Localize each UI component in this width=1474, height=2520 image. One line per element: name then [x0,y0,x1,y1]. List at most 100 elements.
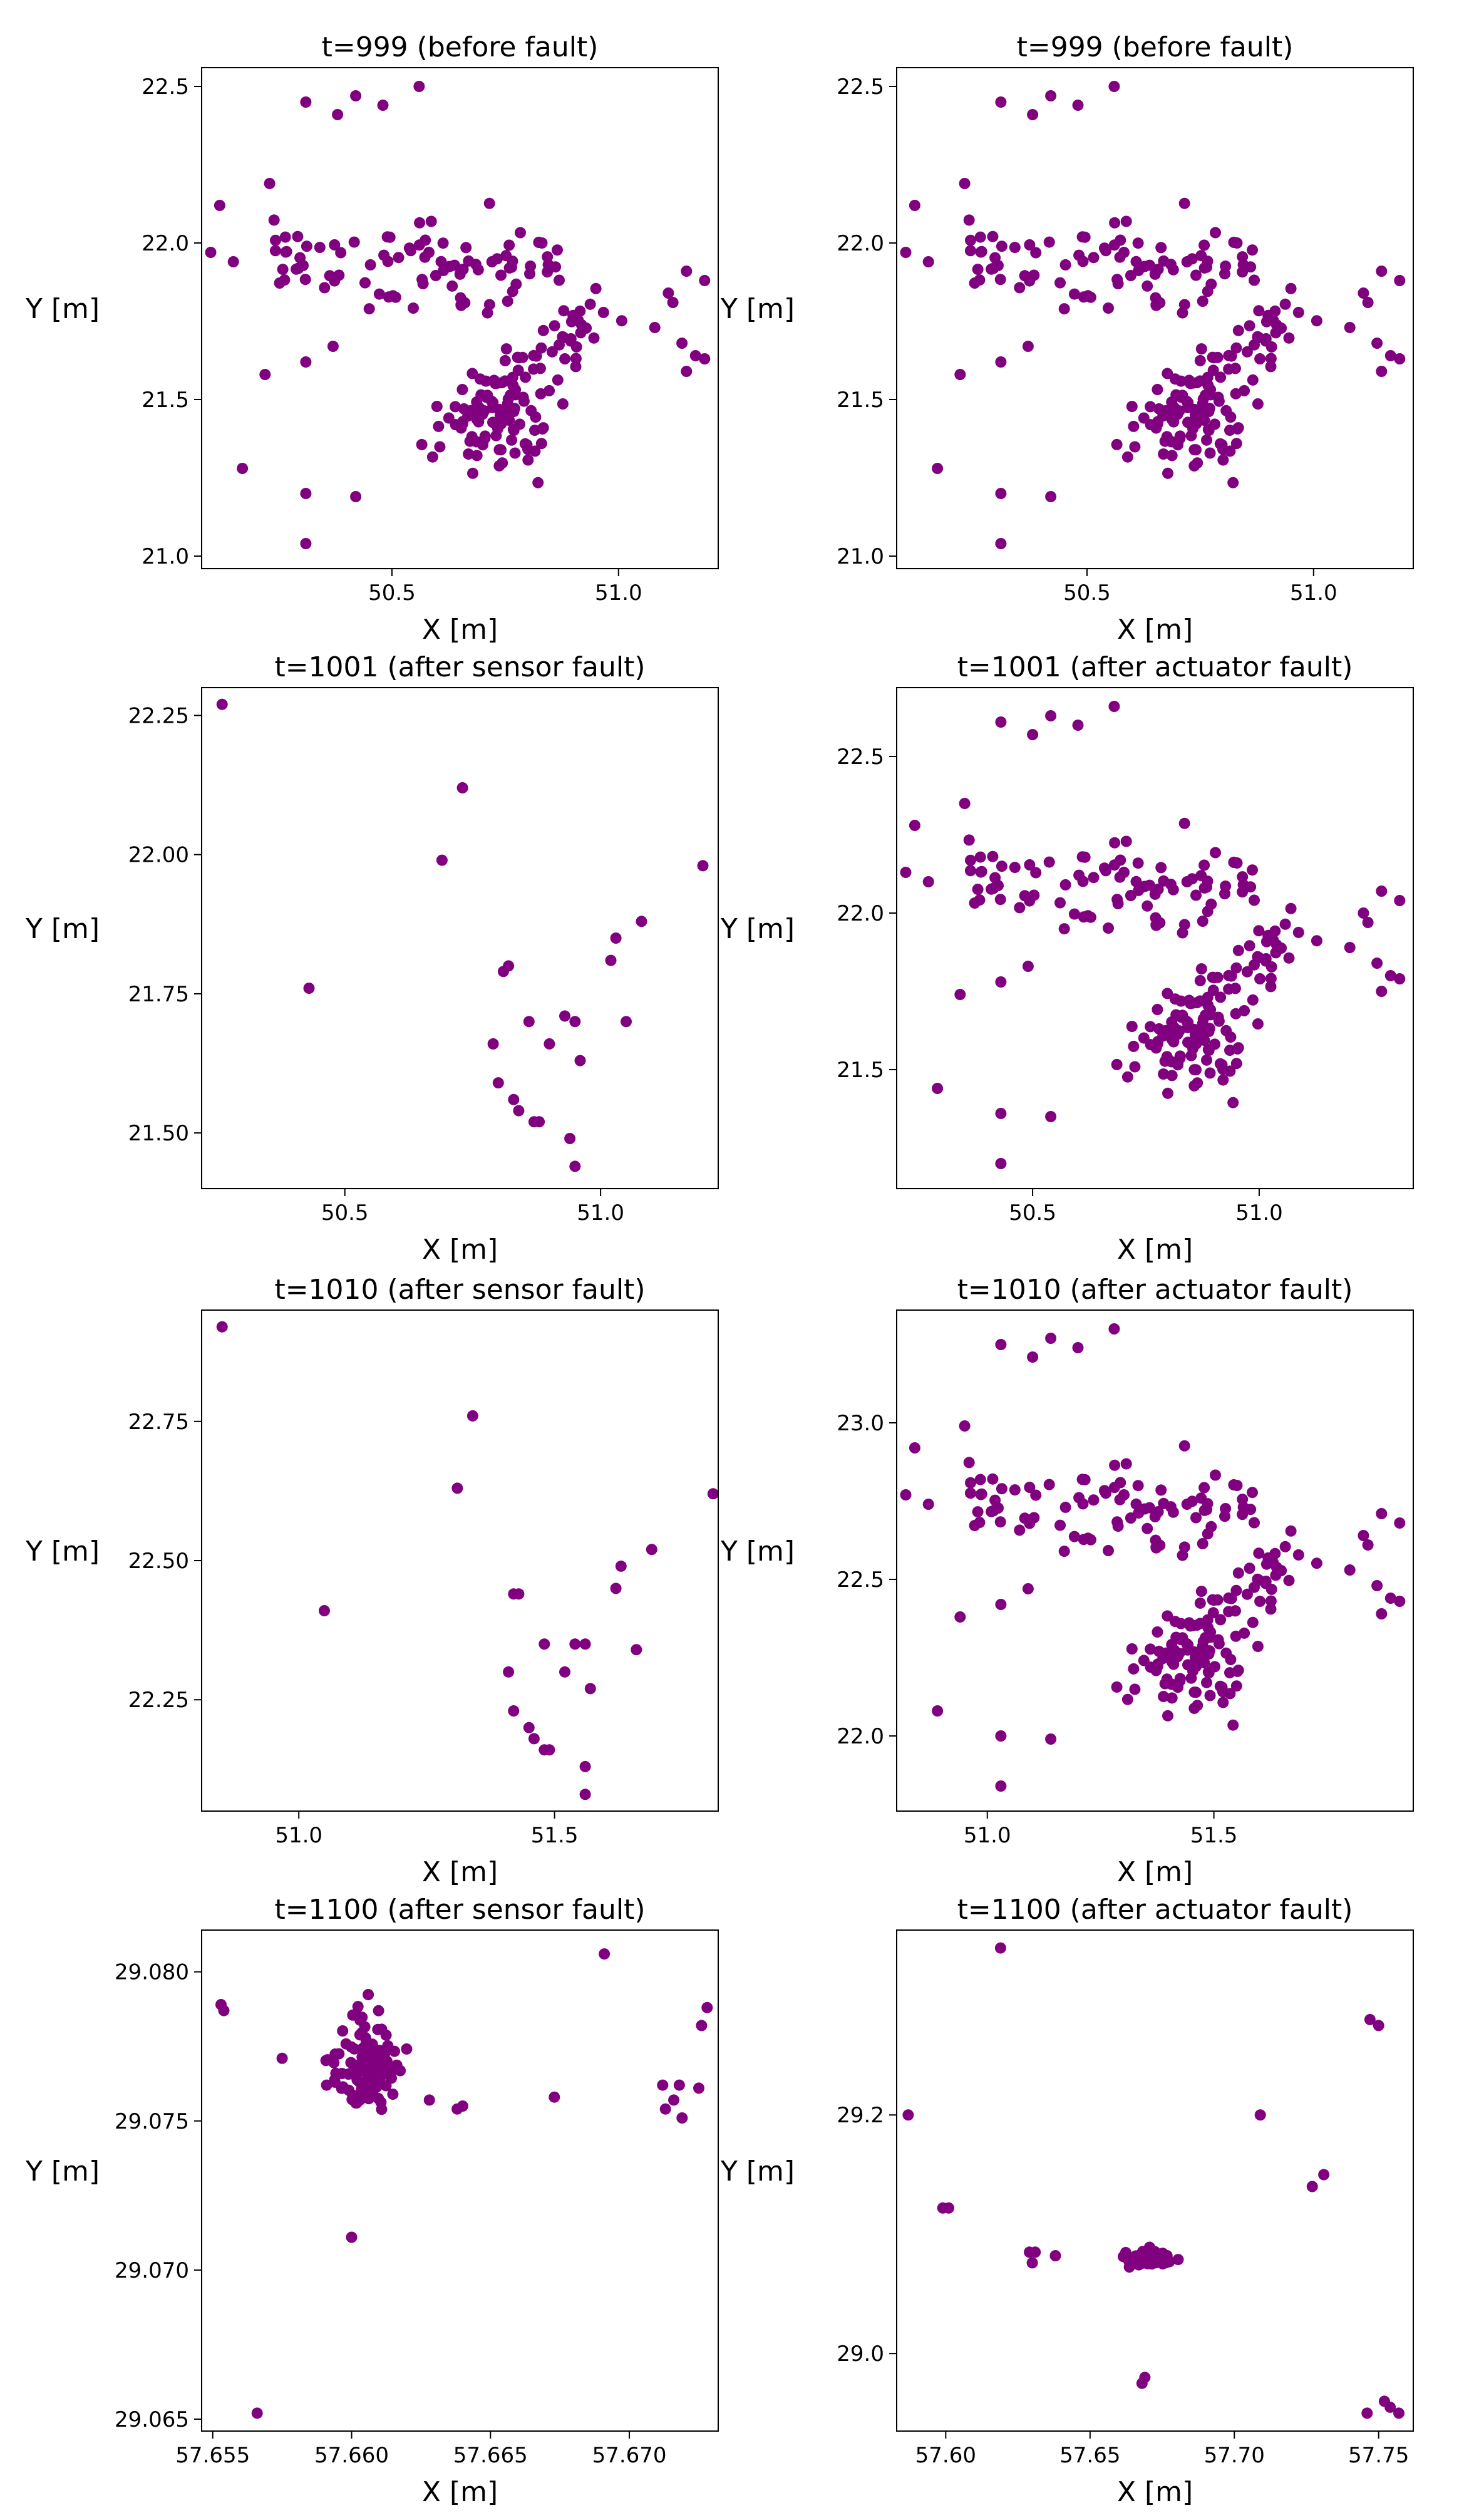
scatter-point [987,1473,999,1485]
scatter-point [413,81,425,92]
scatter-point [431,401,443,412]
scatter-point [1076,1474,1088,1485]
scatter-series [205,81,711,549]
scatter-point [546,346,558,358]
scatter-point [329,239,341,250]
subplot-8: t=1100 (after actuator fault) 57.60 57.65 5… [720,1894,1414,2508]
scatter-point [1118,2251,1129,2263]
scatter-point [1306,2181,1318,2192]
scatter-point [1252,1018,1264,1030]
x-axis-label: X [m] [422,1856,498,1888]
scatter-point [423,2094,435,2106]
y-axis-label: Y [m] [720,293,795,325]
subplot-title: t=1001 (after actuator fault) [957,651,1353,683]
scatter-point [1215,1614,1227,1626]
scatter-point [1384,350,1396,361]
x-tick-label: 57.70 [1204,2443,1265,2468]
scatter-point [1376,1608,1388,1619]
scatter-point [588,332,600,344]
scatter-point [1166,450,1178,462]
scatter-point [1125,890,1136,901]
scatter-point [559,1666,570,1678]
scatter-point [1249,1581,1260,1593]
scatter-series [900,81,1406,549]
scatter-point [1364,2013,1376,2025]
scatter-point [649,322,661,333]
scatter-point [463,448,475,460]
scatter-point [1129,441,1141,453]
scatter-point [1220,1025,1232,1036]
scatter-point [1394,1596,1406,1607]
scatter-point [520,371,532,383]
scatter-point [1120,1458,1132,1470]
scatter-point [1162,368,1173,380]
scatter-point [1210,227,1221,239]
scatter-point [333,269,345,281]
scatter-point [280,246,292,258]
scatter-point [996,860,1008,872]
scatter-point [1150,299,1162,311]
scatter-point [1230,342,1242,354]
scatter-point [1254,2109,1266,2121]
scatter-point [499,354,511,366]
scatter-point [1076,231,1088,243]
scatter-point [277,264,289,276]
scatter-point [1230,962,1242,974]
scatter-point [1371,338,1383,349]
scatter-point [456,2100,468,2112]
x-tick-label: 57.670 [592,2443,667,2468]
scatter-point [537,423,549,435]
scatter-point [492,253,503,265]
scatter-point [1198,262,1210,274]
scatter-point [205,247,217,258]
x-tick-label: 51.5 [1190,1823,1238,1848]
scatter-point [513,1105,525,1117]
scatter-point [528,363,540,375]
scatter-point [1244,320,1255,332]
scatter-point [1362,917,1374,928]
scatter-point [579,1638,591,1650]
scatter-point [1207,351,1219,363]
scatter-point [1137,2257,1149,2269]
scatter-point [373,2005,384,2017]
subplot-title: t=999 (before fault) [322,31,599,63]
scatter-point [1103,302,1114,314]
scatter-point [336,2068,348,2079]
scatter-point [362,2050,374,2062]
scatter-point [503,1666,515,1678]
subplot-title: t=1001 (after sensor fault) [274,651,645,683]
scatter-point [1143,259,1155,271]
scatter-point [579,1760,591,1772]
scatter-point [1244,1562,1255,1574]
scatter-point [975,866,987,878]
scatter-point [1232,1043,1244,1055]
scatter-point [696,2020,708,2032]
scatter-point [1230,438,1242,450]
scatter-point [1185,378,1197,390]
scatter-point [377,100,389,111]
scatter-point [1009,862,1021,874]
y-tick-label: 22.5 [837,745,884,770]
scatter-point [319,1605,330,1616]
y-tick-label: 29.080 [115,1960,189,1985]
scatter-point [987,230,999,242]
scatter-point [1045,90,1057,101]
scatter-point [963,834,975,846]
scatter-point [932,463,944,474]
scatter-point [483,197,495,209]
scatter-point [1126,1643,1138,1655]
plot-frame [896,1929,1414,2432]
y-tick-label: 22.75 [128,1410,189,1435]
scatter-point [363,2093,374,2105]
x-axis-label: X [m] [1117,1856,1193,1888]
scatter-point [1197,1018,1209,1030]
scatter-point [1292,926,1304,938]
scatter-point [1049,2250,1061,2261]
scatter-point [646,1544,657,1556]
scatter-point [1230,1008,1242,1020]
scatter-point [1373,2020,1384,2032]
scatter-point [964,1487,976,1499]
scatter-point [328,2057,340,2068]
scatter-point [552,374,564,386]
x-axis-label: X [m] [422,2476,498,2508]
